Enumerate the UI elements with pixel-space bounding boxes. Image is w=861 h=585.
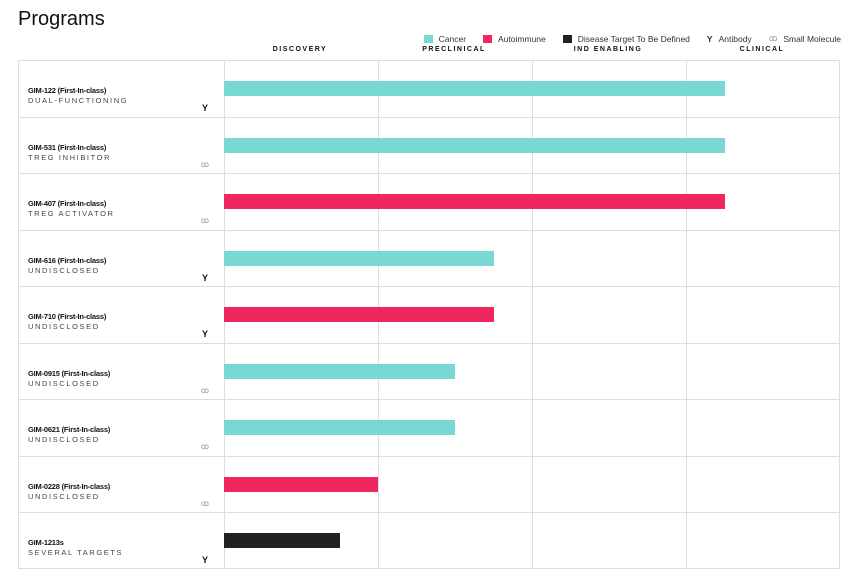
antibody-icon: Y [201, 272, 208, 283]
legend-swatch [562, 34, 572, 43]
program-name: GIM-531 (First-In-class) [28, 142, 107, 152]
legend: Cancer Autoimmune Disease Target To Be Def… [407, 33, 841, 44]
legend-label: Antibody [718, 33, 752, 44]
small-molecule-icon: ꝏ [200, 216, 210, 225]
table-row: GIM-0228 (First-In-class) UNDISCLOSED ꝏ [19, 457, 839, 513]
program-target: DUAL-FUNCTIONING [28, 96, 129, 105]
table-row: GIM-616 (First-In-class) UNDISCLOSED Y [19, 231, 839, 287]
program-name: GIM-0228 (First-In-class) [28, 481, 111, 491]
legend-label: Cancer [438, 33, 467, 44]
legend-item: Y Antibody [707, 34, 752, 44]
progress-bar [224, 194, 725, 209]
progress-bar [224, 137, 725, 153]
antibody-icon: Y [201, 555, 208, 565]
grid-line [532, 61, 533, 568]
program-name: GIM-407 (First-In-class) [28, 199, 107, 208]
small-molecule-icon: ꝏ [200, 159, 210, 169]
small-molecule-icon: ꝏ [200, 385, 210, 395]
legend-label: Disease Target To Be Defined [577, 33, 690, 44]
table-row: GIM-531 (First-In-class) TREG INHIBITOR ꝏ [19, 118, 839, 174]
stage-header: PRECLINICAL [422, 46, 486, 53]
table-row: GIM-1213s SEVERAL TARGETS Y [19, 513, 839, 570]
small-molecule-icon: ꝏ [200, 442, 210, 451]
stage-header: IND ENABLING [573, 46, 643, 53]
progress-bar [224, 363, 455, 379]
antibody-icon: Y [201, 329, 208, 339]
legend-item: Cancer [423, 33, 467, 44]
program-name: GIM-616 (First-In-class) [28, 255, 107, 265]
table-row: GIM-0621 (First-In-class) UNDISCLOSED ꝏ [19, 400, 839, 457]
antibody-icon: Y [706, 33, 713, 44]
legend-item: Autoimmune [483, 34, 546, 44]
program-target: UNDISCLOSED [28, 378, 100, 388]
stage-header: DISCOVERY [272, 46, 328, 53]
table-row: GIM-0915 (First-In-class) UNDISCLOSED ꝏ [19, 344, 839, 400]
progress-bar [224, 533, 340, 548]
program-name: GIM-122 (First-In-class) [28, 86, 107, 95]
program-target: UNDISCLOSED [28, 322, 100, 331]
program-target: UNDISCLOSED [28, 265, 100, 275]
program-name: GIM-0915 (First-In-class) [28, 368, 111, 378]
legend-item: ꝏ Small Molecule [769, 33, 841, 44]
legend-item: Disease Target To Be Defined [562, 33, 690, 44]
pipeline-chart: GIM-122 (First-In-class) DUAL-FUNCTIONING… [18, 60, 840, 569]
progress-bar [224, 250, 494, 266]
program-target: TREG INHIBITOR [28, 152, 112, 162]
progress-bar [224, 476, 378, 492]
stage-header: CLINICAL [739, 46, 785, 53]
legend-label: Autoimmune [498, 33, 546, 44]
legend-swatch [483, 34, 493, 43]
small-molecule-icon: ꝏ [200, 498, 210, 508]
table-row: GIM-710 (First-In-class) UNDISCLOSED Y [19, 287, 839, 344]
grid-line [686, 61, 687, 568]
antibody-icon: Y [201, 103, 208, 113]
legend-swatch [423, 34, 433, 43]
program-target: UNDISCLOSED [28, 435, 100, 444]
table-row: GIM-407 (First-In-class) TREG ACTIVATOR ꝏ [19, 174, 839, 231]
small-molecule-icon: ꝏ [768, 33, 778, 43]
progress-bar [224, 307, 494, 322]
program-name: GIM-1213s [28, 538, 64, 547]
progress-bar [224, 81, 725, 96]
program-target: TREG ACTIVATOR [28, 209, 115, 218]
progress-bar [224, 420, 455, 435]
legend-label: Small Molecule [783, 33, 841, 44]
program-name: GIM-0621 (First-In-class) [28, 425, 111, 434]
table-row: GIM-122 (First-In-class) DUAL-FUNCTIONING… [19, 61, 839, 118]
program-target: SEVERAL TARGETS [28, 548, 124, 557]
program-target: UNDISCLOSED [28, 491, 100, 501]
program-name: GIM-710 (First-In-class) [28, 312, 107, 321]
page-title: Programs [18, 8, 105, 30]
